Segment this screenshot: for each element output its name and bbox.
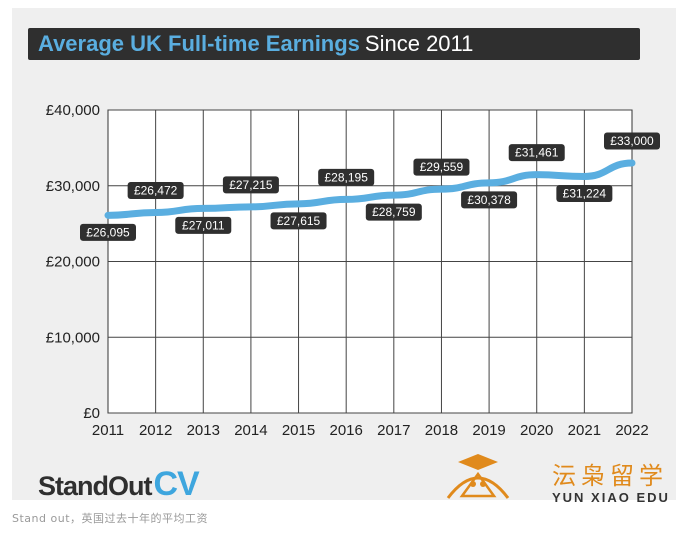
- x-tick-label: 2021: [568, 422, 601, 439]
- series-line-group: [104, 159, 636, 219]
- brand-logo: StandOutCV: [38, 465, 200, 504]
- data-label-box: [365, 203, 422, 221]
- chart-title-bold: Average UK Full-time Earnings: [38, 31, 360, 56]
- watermark-en: YUN XIAO EDU: [552, 490, 670, 505]
- data-label-text: £33,000: [610, 134, 654, 148]
- data-label-2017: £28,759: [365, 203, 422, 221]
- x-tick-label: 2011: [92, 422, 124, 439]
- y-tick-label: £30,000: [46, 178, 100, 195]
- data-label-2012: £26,472: [127, 181, 184, 199]
- data-label-text: £27,215: [229, 178, 273, 192]
- brand-name: StandOut: [38, 471, 152, 501]
- brand-suffix: CV: [153, 465, 200, 503]
- data-label-2020: £31,461: [508, 144, 565, 162]
- data-label-2015: £27,615: [270, 212, 327, 230]
- image-caption: Stand out，英国过去十年的平均工资: [12, 512, 209, 525]
- data-label-box: [270, 212, 327, 230]
- data-label-box: [508, 144, 565, 162]
- x-tick-label: 2020: [520, 422, 553, 439]
- x-tick-label: 2022: [615, 422, 648, 439]
- data-label-2016: £28,195: [318, 168, 375, 186]
- data-label-2011: £26,095: [80, 223, 136, 241]
- data-label-box: [175, 216, 232, 234]
- chart-title-rest: Since 2011: [364, 31, 474, 56]
- x-tick-label: 2019: [472, 422, 505, 439]
- x-tick-label: 2014: [234, 422, 267, 439]
- data-label-text: £28,195: [324, 170, 368, 184]
- series-line-earnings: [104, 159, 636, 219]
- data-label-2018: £29,559: [413, 158, 470, 176]
- data-label-2022: £33,000: [604, 132, 660, 150]
- data-label-text: £31,461: [515, 146, 559, 160]
- data-label-2019: £30,378: [461, 191, 518, 209]
- data-label-box: [80, 223, 136, 241]
- y-tick-label: £0: [83, 405, 100, 422]
- data-label-box: [604, 132, 660, 150]
- x-tick-label: 2017: [377, 422, 410, 439]
- data-label-box: [318, 168, 375, 186]
- data-label-2021: £31,224: [556, 184, 613, 202]
- data-label-text: £26,095: [86, 225, 130, 239]
- y-tick-label: £20,000: [46, 254, 100, 271]
- x-tick-label: 2015: [282, 422, 315, 439]
- y-tick-label: £40,000: [46, 102, 100, 119]
- data-label-text: £31,224: [563, 186, 607, 200]
- y-axis-ticks: £0 £10,000 £20,000 £30,000 £40,000: [46, 102, 100, 422]
- data-label-text: £30,378: [467, 193, 511, 207]
- x-tick-label: 2013: [187, 422, 220, 439]
- watermark-cn: 沄枭留学: [552, 462, 668, 490]
- data-label-box: [413, 158, 470, 176]
- chart-title: Average UK Full-time Earnings Since 2011: [28, 28, 640, 60]
- data-label-text: £29,559: [420, 160, 464, 174]
- y-tick-label: £10,000: [46, 329, 100, 346]
- data-label-text: £26,472: [134, 183, 178, 197]
- x-tick-label: 2016: [329, 422, 362, 439]
- x-tick-label: 2018: [425, 422, 458, 439]
- chart-grid: [107, 109, 633, 414]
- data-label-box: [222, 176, 279, 194]
- data-label-text: £28,759: [372, 205, 416, 219]
- watermark-logo-icon: [446, 454, 510, 499]
- data-labels: £26,095 £26,472 £27,011 £27,215 £27,615 £28,1…: [80, 132, 660, 241]
- x-tick-label: 2012: [139, 422, 172, 439]
- x-axis-ticks: 2011 2012 2013 2014 2015 2016 2017 2018 2019 2020…: [92, 422, 649, 439]
- data-label-box: [556, 184, 613, 202]
- data-label-text: £27,011: [182, 218, 225, 232]
- data-label-text: £27,615: [277, 214, 321, 228]
- data-label-2014: £27,215: [222, 176, 279, 194]
- data-label-box: [127, 181, 184, 199]
- data-label-2013: £27,011: [175, 216, 232, 234]
- data-label-box: [461, 191, 518, 209]
